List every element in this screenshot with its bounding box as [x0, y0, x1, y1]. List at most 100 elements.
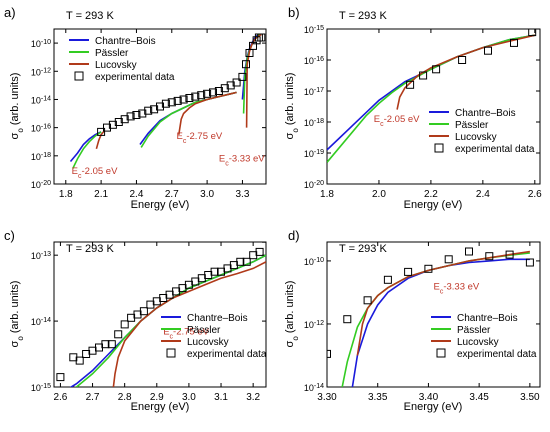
y-axis-symbol: σ [284, 132, 296, 139]
data-point [406, 80, 415, 89]
legend-marker-square [74, 71, 84, 81]
panel-label: b) [288, 5, 300, 20]
legend-marker-square [434, 143, 444, 153]
data-point [327, 349, 331, 358]
data-point [156, 102, 164, 111]
y-axis-symbol: σ [284, 340, 296, 347]
x-tick-label: 3.35 [368, 392, 388, 403]
data-point [126, 112, 135, 121]
y-tick-exponent: -18 [41, 151, 51, 158]
y-tick-base: 10 [304, 180, 314, 190]
y-axis-label: σo (arb. units) [9, 73, 25, 140]
data-point [210, 267, 219, 276]
data-point [75, 356, 84, 365]
y-tick-label: 10-20 [304, 180, 324, 191]
ec-subscript: c [380, 121, 384, 128]
x-tick-label: 3.30 [317, 392, 337, 403]
y-tick-label: 10-16 [304, 56, 324, 67]
y-tick-base: 10 [31, 383, 41, 393]
y-axis-subscript: o [16, 336, 25, 341]
legend: Chantre–BoisPässlerLucovskyexperimental … [431, 313, 537, 360]
x-axis-label: Energy (eV) [131, 401, 190, 413]
data-point [363, 296, 372, 305]
plot-area [327, 29, 537, 163]
data-point [120, 320, 129, 329]
ec-subscript: c [78, 173, 82, 180]
x-axis-label: Energy (eV) [404, 401, 463, 413]
ec-annotation: Ec-2.05 eV [374, 114, 420, 128]
data-point [232, 78, 241, 87]
legend-label: Chantre–Bois [95, 36, 156, 47]
data-point [101, 340, 110, 349]
y-tick-base: 10 [304, 383, 314, 393]
plot-frame [326, 241, 541, 388]
x-tick-label: 3.1 [214, 392, 228, 403]
data-point [107, 340, 116, 349]
data-point [262, 242, 266, 243]
plot-area [56, 242, 266, 387]
y-tick-label: 10-12 [304, 319, 324, 330]
x-tick-label: 3.3 [235, 189, 249, 200]
x-tick-label: 2.4 [129, 189, 143, 200]
legend-label: Pässler [187, 325, 221, 336]
y-tick-exponent: -12 [41, 67, 51, 74]
data-point [185, 94, 194, 102]
y-tick-base: 10 [31, 95, 41, 105]
x-tick-label: 3.0 [200, 189, 214, 200]
ec-annotation: Ec-2.75 eV [176, 131, 222, 145]
x-tick-label: 2.7 [165, 189, 179, 200]
data-point [242, 257, 251, 266]
y-tick-base: 10 [31, 124, 41, 134]
temperature-label: T = 293 K [66, 243, 114, 255]
x-tick-label: 2.6 [53, 392, 67, 403]
y-tick-label: 10-13 [31, 251, 51, 262]
panel-label: d) [288, 228, 300, 243]
data-point [252, 36, 261, 45]
data-point [255, 247, 264, 256]
data-point [144, 106, 153, 115]
data-point [138, 109, 147, 118]
data-point [444, 255, 453, 264]
y-tick-label: 10-10 [304, 256, 324, 267]
panel-b: b)1.8 2.0 2.2 2.4 2.610-2010-1910-1810-1710-… [284, 5, 542, 211]
y-axis-subscript: o [291, 128, 300, 133]
data-point [404, 267, 413, 276]
y-tick-exponent: -10 [41, 39, 51, 46]
y-tick-exponent: -13 [41, 251, 51, 258]
data-point [383, 275, 392, 284]
temperature-label: T = 293 K [339, 10, 387, 22]
y-tick-label: 10-14 [31, 95, 51, 106]
series-line-lucovsky [356, 250, 531, 356]
data-point [220, 84, 229, 93]
x-tick-label: 3.0 [182, 392, 196, 403]
ec-symbol: E [176, 131, 182, 142]
x-axis-label: Energy (eV) [404, 199, 463, 211]
data-point [132, 111, 141, 119]
panel-label: c) [4, 228, 15, 243]
x-tick-label: 3.45 [469, 392, 489, 403]
panel-a: a)1.8 2.1 2.4 2.7 3.0 3.310-2010-1810-1610-14… [4, 5, 267, 211]
plot-frame [53, 241, 267, 388]
series-line-chantre-bois [69, 131, 102, 163]
series-line-lucovsky [396, 34, 535, 110]
y-tick-label: 10-20 [31, 180, 51, 191]
data-point [214, 87, 223, 95]
y-tick-base: 10 [304, 25, 314, 35]
ec-symbol: E [163, 326, 169, 337]
ec-value: -2.05 eV [82, 166, 119, 177]
ec-subscript: c [170, 333, 174, 340]
data-point [458, 56, 467, 64]
series-line-chantre-bois [69, 254, 266, 387]
data-point [179, 95, 188, 104]
y-axis-subscript: o [291, 336, 300, 341]
x-tick-label: 3.40 [419, 392, 439, 403]
legend-label: experimental data [455, 144, 535, 155]
y-tick-exponent: -20 [41, 180, 51, 187]
y-tick-label: 10-19 [304, 149, 324, 160]
legend-label: Lucovsky [95, 60, 137, 71]
series-line-lucovsky [178, 91, 237, 135]
legend-label: Pässler [95, 48, 129, 59]
ec-symbol: E [72, 166, 78, 177]
data-point [191, 92, 200, 101]
data-point [432, 65, 441, 74]
